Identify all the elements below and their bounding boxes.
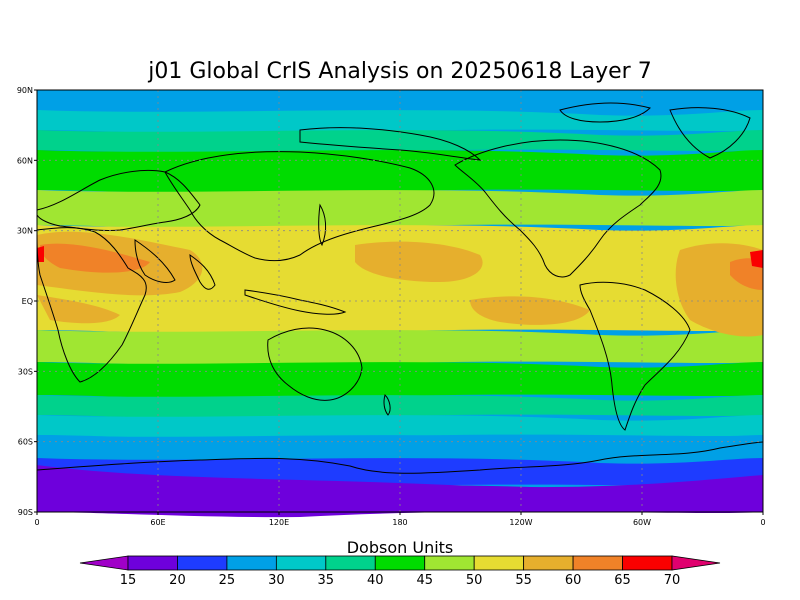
colorbar-level-label: 20 (169, 573, 186, 588)
colorbar-low-arrow (79, 555, 129, 571)
colorbar-level-label: 65 (614, 573, 631, 588)
colorbar-high-arrow (671, 555, 721, 571)
longitude-axis: 0 60E 120E 180 120W 60W 0 (34, 512, 766, 527)
north-america-coast (454, 139, 662, 278)
colorbar-box (572, 555, 623, 571)
lon-tick-label: 60W (633, 518, 651, 527)
colorbar-box (226, 555, 277, 571)
lat-tick-label: 90N (17, 86, 33, 95)
colorbar-level-label: 70 (664, 573, 681, 588)
lon-tick-label: 180 (392, 518, 407, 527)
field-patch (40, 243, 150, 273)
greenland-coast (669, 107, 751, 159)
colorbar-level-label: 50 (466, 573, 483, 588)
arabia-coast (134, 239, 176, 283)
colorbar-level-label: 15 (120, 573, 137, 588)
lon-tick-label: 60E (150, 518, 165, 527)
field-patch (37, 465, 763, 512)
coastlines (36, 102, 764, 474)
field-band (37, 395, 763, 421)
lat-tick-label: 30N (17, 227, 33, 236)
lon-tick-label: 120E (269, 518, 289, 527)
japan-coast (318, 203, 327, 247)
colorbar-level-label: 35 (318, 573, 335, 588)
colorbar-level-label: 25 (219, 573, 236, 588)
colorbar-level-label: 40 (367, 573, 384, 588)
south-america-coast (579, 281, 691, 431)
colorbar-box (374, 555, 426, 571)
field-band (37, 150, 763, 196)
field-patch (750, 250, 763, 268)
map-title: j01 Global CrIS Analysis on 20250618 Lay… (147, 59, 651, 84)
colorbar-box (523, 555, 574, 571)
field-patch (470, 296, 590, 325)
colorbar-units-label: Dobson Units (347, 538, 454, 557)
colorbar-level-label: 30 (268, 573, 285, 588)
siberia-coast (299, 127, 482, 161)
colorbar-level-label: 45 (416, 573, 433, 588)
lon-tick-label: 0 (760, 518, 765, 527)
colorbar: 15 20 25 30 35 40 45 50 55 60 65 70 (79, 555, 721, 588)
lat-tick-label: 90S (18, 508, 33, 517)
grid-lines (37, 90, 763, 512)
lon-tick-label: 120W (509, 518, 532, 527)
field-band (37, 130, 763, 156)
lat-tick-label: 30S (18, 367, 33, 376)
indonesia-coast (244, 289, 347, 315)
field-band (37, 110, 763, 136)
india-coast (189, 254, 216, 290)
arctic-islands-coast (559, 102, 651, 123)
field-patch (37, 246, 44, 262)
colorbar-box (127, 555, 178, 571)
lat-tick-label: 60N (17, 156, 33, 165)
field-patch (37, 295, 120, 324)
lat-tick-label: EQ (22, 297, 33, 306)
lon-tick-label: 0 (34, 518, 39, 527)
colorbar-box (622, 555, 673, 571)
colorbar-box (177, 555, 228, 571)
asia-coast (164, 151, 435, 262)
colorbar-box (275, 555, 327, 571)
africa-coast (36, 227, 147, 383)
colorbar-level-label: 60 (565, 573, 582, 588)
colorbar-level-label: 55 (515, 573, 532, 588)
latitude-axis: 90N 60N 30N EQ 30S 60S 90S (17, 86, 37, 517)
lat-tick-label: 60S (18, 438, 33, 447)
colorbar-box (325, 555, 376, 571)
antarctica-coast (36, 441, 764, 474)
colorbar-box (473, 555, 525, 571)
colorbar-box (424, 555, 475, 571)
europe-coast (36, 169, 201, 231)
australia-coast (267, 327, 363, 401)
field-patch (355, 241, 483, 282)
ozone-field (37, 90, 763, 518)
new-zealand-coast (383, 394, 391, 416)
